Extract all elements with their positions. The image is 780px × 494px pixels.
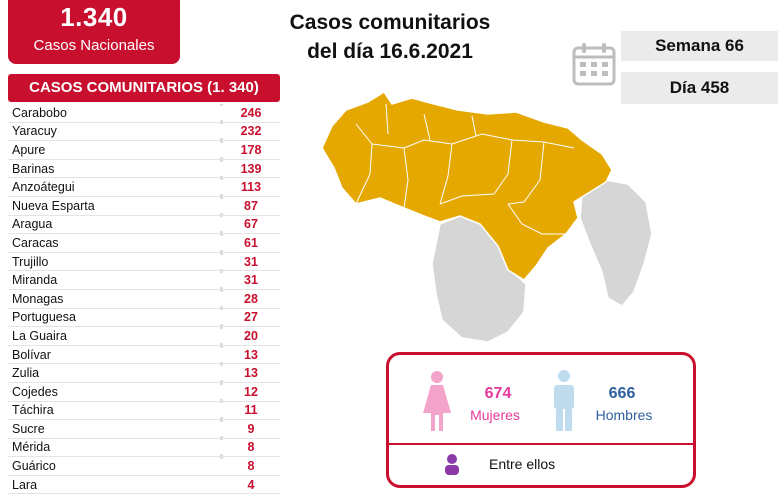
- table-row: Caracas 61: [8, 234, 280, 253]
- men-label: Hombres: [595, 407, 653, 423]
- state-name: Portuguesa: [12, 310, 76, 325]
- state-cases: 9: [219, 421, 280, 436]
- man-icon: [554, 370, 574, 431]
- page-title: Casos comunitarios del día 16.6.2021: [250, 8, 530, 66]
- state-cases: 8: [219, 459, 280, 474]
- table-row: Bolívar 13: [8, 346, 280, 365]
- state-cases: 12: [219, 384, 280, 399]
- state-cases: 178: [219, 142, 280, 157]
- state-cases: 13: [219, 366, 280, 381]
- state-name: Lara: [12, 477, 38, 492]
- table-row: Guárico 8: [8, 457, 280, 476]
- venezuela-map: [321, 90, 653, 343]
- women-label: Mujeres: [470, 407, 520, 423]
- state-name: Monagas: [12, 291, 64, 306]
- national-cases-number: 1.340: [60, 2, 128, 32]
- state-name: Caracas: [12, 235, 59, 250]
- cases-table: Carabobo 246 Yaracuy 232 Apure 178 Barinas 139 A…: [8, 104, 280, 494]
- table-row: Cojedes 12: [8, 383, 280, 402]
- state-name: Táchira: [12, 403, 54, 418]
- map-unaffected-region-east: [579, 179, 653, 307]
- title-line-1: Casos comunitarios: [289, 11, 491, 34]
- person-icon: [445, 454, 459, 475]
- state-name: Guárico: [12, 459, 56, 474]
- state-name: Miranda: [12, 273, 58, 288]
- state-name: Sucre: [12, 421, 45, 436]
- table-row: Nueva Esparta 87: [8, 197, 280, 216]
- table-heading: CASOS COMUNITARIOS (1. 340): [8, 74, 280, 102]
- state-name: Nueva Esparta: [12, 198, 95, 213]
- state-cases: 61: [219, 235, 280, 250]
- state-cases: 27: [219, 310, 280, 325]
- footer-text: Entre ellos: [489, 456, 556, 472]
- table-row: Lara 4: [8, 476, 280, 494]
- state-name: Cojedes: [12, 384, 58, 399]
- state-cases: 11: [219, 403, 280, 418]
- state-name: Yaracuy: [12, 124, 57, 139]
- women-count: 674: [484, 385, 512, 402]
- national-cases-label: Casos Nacionales: [33, 37, 155, 54]
- state-name: Aragua: [12, 217, 53, 232]
- state-cases: 87: [219, 198, 280, 213]
- table-row: Apure 178: [8, 141, 280, 160]
- state-cases: 113: [219, 180, 280, 195]
- state-name: Trujillo: [12, 254, 49, 269]
- state-name: Apure: [12, 142, 46, 157]
- table-row: La Guaira 20: [8, 327, 280, 346]
- table-row: Barinas 139: [8, 160, 280, 179]
- table-row: Táchira 11: [8, 402, 280, 421]
- state-name: Anzoátegui: [12, 180, 75, 195]
- table-row: Zulia 13: [8, 364, 280, 383]
- state-cases: 4: [219, 477, 280, 492]
- table-row: Miranda 31: [8, 271, 280, 290]
- state-cases: 8: [219, 440, 280, 455]
- state-cases: 67: [219, 217, 280, 232]
- table-row: Aragua 67: [8, 216, 280, 235]
- woman-icon: [423, 371, 451, 431]
- state-cases: 139: [219, 161, 280, 176]
- gender-breakdown-card: 674 Mujeres 666 Hombres Entre ellos: [386, 352, 696, 488]
- men-count: 666: [608, 385, 636, 402]
- state-cases: 20: [219, 328, 280, 343]
- state-cases: 31: [219, 254, 280, 269]
- state-cases: 246: [219, 105, 280, 120]
- calendar-icon: [572, 43, 616, 86]
- state-cases: 13: [219, 347, 280, 362]
- state-name: Zulia: [12, 366, 40, 381]
- state-name: Barinas: [12, 161, 55, 176]
- week-indicator: Semana 66: [621, 31, 778, 61]
- table-row: Yaracuy 232: [8, 123, 280, 142]
- national-cases-box: 1.340 Casos Nacionales: [8, 0, 180, 64]
- state-name: Bolívar: [12, 347, 51, 362]
- title-line-2: del día 16.6.2021: [307, 40, 473, 63]
- state-name: Carabobo: [12, 105, 67, 120]
- day-indicator: Día 458: [621, 72, 778, 104]
- state-name: La Guaira: [12, 328, 67, 343]
- table-row: Mérida 8: [8, 439, 280, 458]
- table-row: Sucre 9: [8, 420, 280, 439]
- table-row: Trujillo 31: [8, 253, 280, 272]
- state-cases: 31: [219, 273, 280, 288]
- card-divider: [389, 443, 693, 445]
- table-row: Carabobo 246: [8, 104, 280, 123]
- table-row: Portuguesa 27: [8, 309, 280, 328]
- table-row: Anzoátegui 113: [8, 178, 280, 197]
- state-name: Mérida: [12, 440, 51, 455]
- state-cases: 232: [219, 124, 280, 139]
- map-state-borders: [355, 103, 575, 235]
- state-cases: 28: [219, 291, 280, 306]
- table-row: Monagas 28: [8, 290, 280, 309]
